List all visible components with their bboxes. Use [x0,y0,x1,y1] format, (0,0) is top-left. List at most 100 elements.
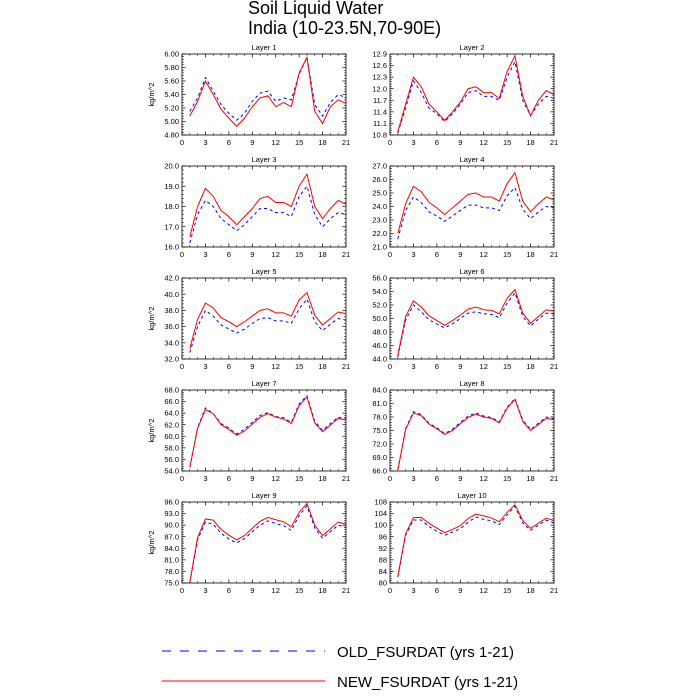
x-tick-label: 15 [503,474,511,483]
x-tick-label: 9 [458,474,462,483]
y-tick-label: 56.0 [164,455,179,464]
plot-frame [181,501,347,584]
x-tick-label: 18 [318,138,326,147]
x-tick-label: 12 [480,362,488,371]
x-tick-label: 0 [180,586,184,595]
x-tick-label: 15 [503,138,511,147]
y-tick-label: 5.40 [164,90,179,99]
y-tick-label: 54.0 [372,287,387,296]
y-tick-label: 104 [374,509,387,518]
chart-panel-layer-8: Layer 8 0 3 6 9 12 15 18 21 66.0 69.0 72.0 75.0 78.0 8… [372,379,558,483]
x-tick-label: 0 [180,362,184,371]
x-tick-label: 18 [318,250,326,259]
y-tick-label: 21.0 [372,243,387,252]
x-tick-label: 21 [550,362,558,371]
series-line-new-fsurdat [397,504,555,577]
x-tick-label: 18 [526,474,534,483]
y-tick-label: 5.20 [164,104,179,113]
y-tick-label: 11.4 [373,107,387,116]
x-tick-label: 6 [435,138,439,147]
x-tick-label: 21 [550,474,558,483]
x-tick-label: 21 [342,474,350,483]
x-tick-label: 18 [318,586,326,595]
y-tick-label: 54.0 [164,467,179,476]
x-tick-label: 15 [503,586,511,595]
chart-panel-layer-4: Layer 4 0 3 6 9 12 15 18 21 21.0 22.0 23.0 24.0 25.0 2… [372,155,558,259]
y-tick-label: 48.0 [372,328,387,337]
y-tick-label: 25.0 [372,189,387,198]
y-axis-label: kg/m^2 [147,83,156,107]
y-tick-label: 108 [374,498,387,507]
chart-panel-layer-2: Layer 2 0 3 6 9 12 15 18 21 10.8 11.1 11.4 11.7 12.0 1… [372,43,558,147]
series-line-old-fsurdat [189,298,347,353]
plot-frame [181,277,347,360]
x-tick-label: 3 [411,138,415,147]
series-line-old-fsurdat [397,291,555,358]
y-tick-label: 42.0 [164,274,179,283]
series-line-new-fsurdat [189,55,347,127]
chart-panel-layer-5: Layer 5 0 3 6 9 12 15 18 21 32.0 34.0 36.0 38.0 40.0 4… [147,267,350,371]
main-title-line-1: Soil Liquid Water [248,0,384,18]
y-tick-label: 92 [379,544,387,553]
x-tick-label: 3 [411,586,415,595]
x-tick-label: 21 [550,138,558,147]
y-tick-label: 58.0 [164,443,179,452]
y-tick-label: 22.0 [372,229,387,238]
y-tick-label: 38.0 [164,306,179,315]
panel-title: Layer 6 [459,267,484,276]
x-tick-label: 3 [203,474,207,483]
panel-title: Layer 4 [459,155,484,164]
panel-title: Layer 10 [457,491,486,500]
x-tick-label: 0 [180,138,184,147]
x-tick-label: 21 [550,586,558,595]
x-tick-label: 18 [318,362,326,371]
y-tick-label: 78.0 [164,567,179,576]
panel-title: Layer 7 [251,379,276,388]
x-tick-label: 0 [388,362,392,371]
x-tick-label: 6 [227,362,231,371]
x-tick-label: 18 [526,586,534,595]
chart-panel-layer-7: Layer 7 0 3 6 9 12 15 18 21 54.0 56.0 58.0 60.0 62.0 6… [147,379,350,483]
x-tick-label: 18 [526,138,534,147]
x-tick-label: 15 [503,362,511,371]
series-line-new-fsurdat [189,395,347,468]
y-tick-label: 11.1 [373,119,387,128]
chart-panel-layer-10: Layer 10 0 3 6 9 12 15 18 21 80 84 88 92 96 100 104 108 [374,491,558,595]
x-tick-label: 15 [503,250,511,259]
y-axis-label: kg/m^2 [147,307,156,331]
x-tick-label: 9 [458,250,462,259]
y-tick-label: 27.0 [372,162,387,171]
y-tick-label: 12.9 [372,50,387,59]
x-tick-label: 6 [227,250,231,259]
x-tick-label: 0 [388,474,392,483]
x-tick-label: 12 [480,474,488,483]
y-tick-label: 84.0 [372,386,387,395]
x-tick-label: 21 [342,250,350,259]
y-tick-label: 12.3 [372,73,387,82]
chart-panel-layer-6: Layer 6 0 3 6 9 12 15 18 21 44.0 46.0 48.0 50.0 52.0 5… [372,267,558,371]
y-tick-label: 5.60 [164,77,179,86]
x-tick-label: 3 [411,362,415,371]
x-tick-label: 18 [526,362,534,371]
y-tick-label: 32.0 [164,355,179,364]
series-line-new-fsurdat [397,171,555,234]
y-tick-label: 23.0 [372,216,387,225]
x-tick-label: 9 [458,138,462,147]
x-tick-label: 3 [411,474,415,483]
y-tick-label: 96 [379,532,387,541]
x-tick-label: 9 [458,362,462,371]
y-tick-label: 72.0 [372,440,387,449]
y-tick-label: 40.0 [164,290,179,299]
x-tick-label: 6 [435,362,439,371]
y-tick-label: 12.0 [372,84,387,93]
y-tick-label: 60.0 [164,432,179,441]
y-tick-label: 75.0 [372,426,387,435]
y-tick-label: 66.0 [164,397,179,406]
x-tick-label: 12 [480,586,488,595]
x-tick-label: 9 [250,362,254,371]
x-tick-label: 21 [550,250,558,259]
series-line-new-fsurdat [397,54,555,133]
x-tick-label: 3 [411,250,415,259]
x-tick-label: 9 [250,586,254,595]
